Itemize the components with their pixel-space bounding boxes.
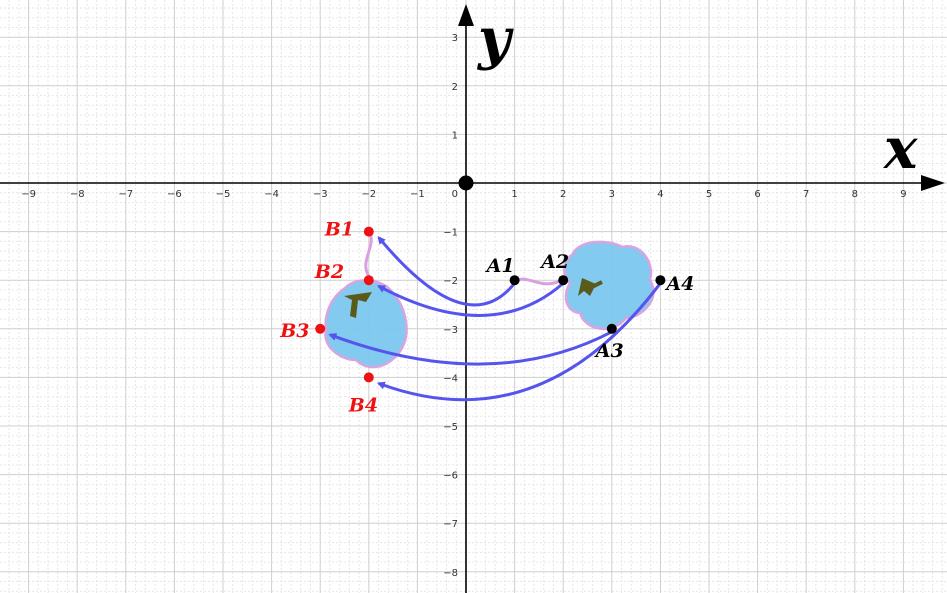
x-tick-label: −3 <box>313 189 328 200</box>
label-a3: A3 <box>594 340 624 362</box>
x-tick-label: −4 <box>264 189 279 200</box>
y-tick-label: −8 <box>443 568 458 579</box>
mapping-arrow <box>377 236 516 307</box>
point-b3 <box>315 323 326 334</box>
y-tick-label: −3 <box>443 325 458 336</box>
y-axis-arrowhead <box>458 4 474 26</box>
x-tick-label: 9 <box>900 189 906 200</box>
label-b2: B2 <box>314 261 344 283</box>
points: A1 A2 A3 A4 B1 B2 B3 B4 <box>279 219 694 417</box>
y-tick-label: −1 <box>443 228 458 239</box>
label-b3: B3 <box>279 320 309 342</box>
x-tick-label: 5 <box>706 189 712 200</box>
point-b4 <box>363 372 374 383</box>
x-tick-label: −1 <box>410 189 425 200</box>
label-a2: A2 <box>539 251 569 273</box>
origin-label: 0 <box>452 189 458 200</box>
x-tick-label: 8 <box>852 189 858 200</box>
x-tick-label: −5 <box>216 189 231 200</box>
y-tick-label: 2 <box>452 82 458 93</box>
y-tick-label: −5 <box>443 422 458 433</box>
x-tick-label: −8 <box>70 189 85 200</box>
mapping-arrow <box>328 330 613 366</box>
x-tick-label: 2 <box>560 189 566 200</box>
label-a4: A4 <box>664 273 694 295</box>
tick-labels: −9 −8 −7 −6 −5 −4 −3 −2 −1 1 2 3 4 5 6 7 8 9 3 2 1 −1 −2 −3 −4 −5… <box>21 33 906 579</box>
y-tick-label: 3 <box>452 33 458 44</box>
x-axis-label: x <box>883 116 918 182</box>
axes <box>0 4 945 593</box>
x-tick-label: −2 <box>361 189 376 200</box>
x-tick-label: 4 <box>657 189 663 200</box>
origin-point <box>458 175 474 191</box>
x-tick-label: 1 <box>511 189 517 200</box>
point-a2 <box>558 275 569 286</box>
y-tick-label: −6 <box>443 471 458 482</box>
x-tick-label: −6 <box>167 189 182 200</box>
y-tick-label: −4 <box>443 373 458 384</box>
mapping-arrows <box>328 236 662 402</box>
x-axis-arrowhead <box>921 175 945 191</box>
y-tick-label: −7 <box>443 519 458 530</box>
mapping-arrow <box>377 282 565 317</box>
y-axis-label: y <box>476 6 514 72</box>
x-tick-label: −7 <box>118 189 133 200</box>
y-tick-label: 1 <box>452 130 458 141</box>
x-tick-label: 6 <box>754 189 760 200</box>
y-tick-label: −2 <box>443 276 458 287</box>
x-tick-label: 3 <box>609 189 615 200</box>
preimage-shape <box>515 240 655 331</box>
point-b1 <box>363 226 374 237</box>
label-a1: A1 <box>485 255 515 277</box>
x-tick-label: −9 <box>21 189 36 200</box>
point-a3 <box>606 323 617 334</box>
point-a4 <box>655 275 666 286</box>
mapping-arrow <box>376 282 662 402</box>
x-tick-label: 7 <box>803 189 809 200</box>
point-b2 <box>363 275 374 286</box>
label-b1: B1 <box>324 219 354 241</box>
label-b4: B4 <box>348 394 378 416</box>
point-a1 <box>509 275 520 286</box>
